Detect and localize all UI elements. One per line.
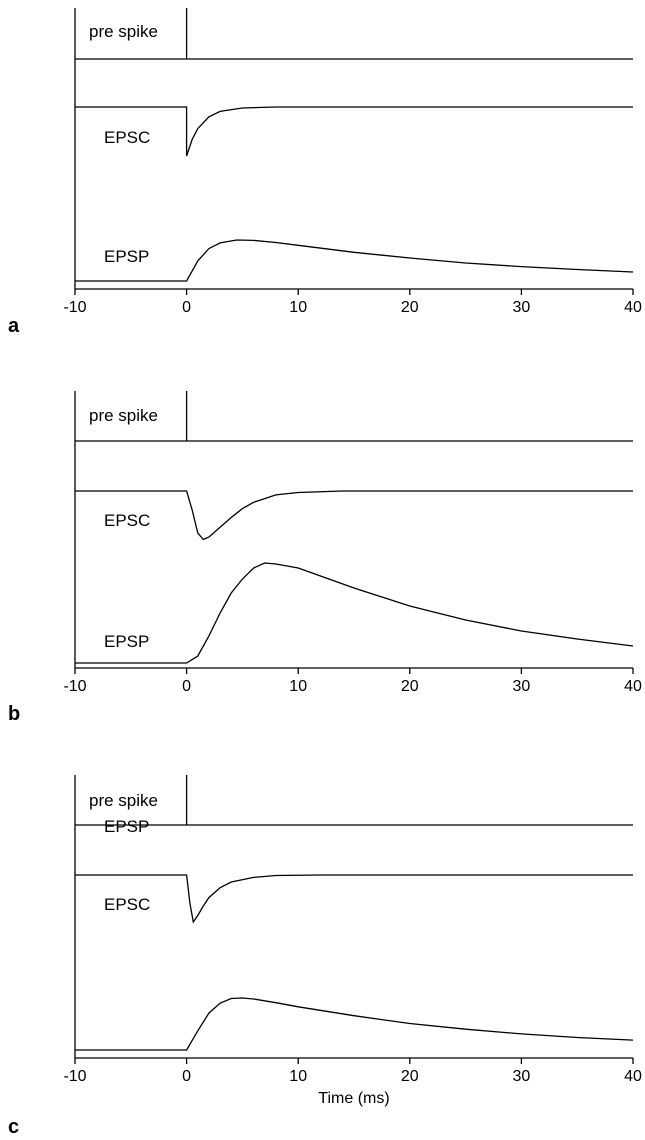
epsp-trace [75, 997, 634, 1051]
pre-spike-label: pre spike [89, 406, 158, 425]
panel-letter: c [8, 1116, 19, 1138]
epsc-trace [75, 490, 633, 541]
pre-spike-label: pre spike [89, 791, 158, 810]
panel-b: -10 0 10 20 30 40 pre spike EPSC EPSP b [8, 391, 642, 725]
pre-spike-trace [75, 775, 633, 826]
x-tick-label: 20 [401, 299, 419, 316]
x-tick-label: 0 [182, 299, 191, 316]
epsc-label: EPSC [104, 511, 150, 530]
epsc-label: EPSC [104, 128, 150, 147]
epsc-label: EPSC [104, 895, 150, 914]
x-tick-label: 40 [624, 299, 642, 316]
x-tick-label: -10 [63, 1068, 86, 1085]
x-tick-label: 10 [289, 299, 307, 316]
x-tick-label: 30 [513, 1068, 531, 1085]
epsp-trace [75, 562, 634, 664]
x-tick-label: 30 [513, 299, 531, 316]
panel-a: -10 0 10 20 30 40 pre spike EPSC EPSP a [8, 8, 642, 337]
x-tick-label: -10 [63, 299, 86, 316]
epsp-label: EPSP [104, 632, 149, 651]
x-tick-label: 0 [182, 678, 191, 695]
panel-letter: a [8, 315, 20, 337]
x-tick-label: 40 [624, 1068, 642, 1085]
x-tick-label: 40 [624, 678, 642, 695]
panel-c: -10 0 10 20 30 40 pre spike EPSC EPSP c Time (ms) [8, 775, 642, 1138]
x-tick-label: 0 [182, 1068, 191, 1085]
epsp-label: EPSP [104, 247, 149, 266]
epsc-trace [75, 874, 633, 924]
x-tick-label: 10 [289, 678, 307, 695]
x-tick-label: -10 [63, 678, 86, 695]
x-tick-label: 20 [401, 1068, 419, 1085]
pre-spike-label: pre spike [89, 22, 158, 41]
epsp-trace [75, 239, 634, 282]
x-tick-label: 20 [401, 678, 419, 695]
x-axis-title: Time (ms) [318, 1090, 389, 1107]
x-tick-label: 10 [289, 1068, 307, 1085]
epsp-label: EPSP [104, 817, 149, 836]
x-tick-label: 30 [513, 678, 531, 695]
panel-letter: b [8, 703, 20, 725]
epsc-trace [75, 106, 633, 157]
pre-spike-trace [75, 8, 633, 60]
pre-spike-trace [75, 391, 633, 442]
